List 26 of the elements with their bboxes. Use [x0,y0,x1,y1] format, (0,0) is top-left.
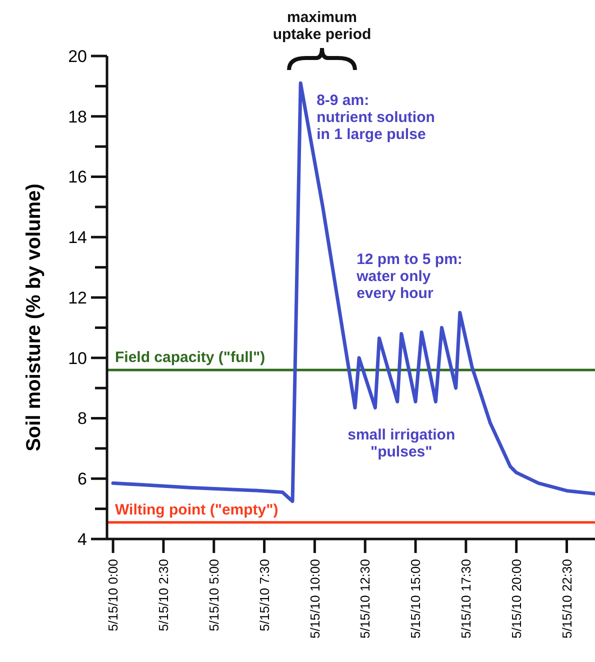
y-tick-label: 14 [68,228,87,248]
x-tick-label: 5/15/10 20:00 [508,559,524,639]
text: maximum uptake period [272,9,372,43]
y-tick-label: 12 [68,288,87,308]
x-tick-label: 5/15/10 15:00 [408,559,424,639]
y-tick-label: 16 [68,168,87,187]
x-tick-label: 5/15/10 2:30 [156,559,172,632]
x-tick-label: 5/15/10 5:00 [206,559,222,632]
x-tick-label: 5/15/10 0:00 [106,559,121,632]
x-tick-label: 5/15/10 7:30 [256,559,272,632]
x-tick-label: 5/15/10 12:30 [358,559,373,639]
ref-line-label: Wilting point ("empty") [115,501,278,518]
x-tick-label: 5/15/10 17:30 [458,559,474,639]
annotation: small irrigation "pulses" [348,426,456,460]
x-tick-label: 5/15/10 22:30 [559,559,574,639]
ref-line-label: Field capacity ("full") [115,348,266,366]
y-tick-label: 20 [68,46,87,66]
y-axis-title: Soil moisture (% by volume) [23,184,45,452]
y-tick-label: 4 [78,530,87,549]
y-tick-label: 8 [78,409,87,428]
y-tick-label: 18 [68,107,87,126]
y-tick-label: 6 [78,470,87,489]
annotation: 12 pm to 5 pm: water only every hour [356,251,462,302]
annotation: 8-9 am: nutrient solution in 1 large pulse [316,92,435,143]
y-tick-label: 10 [68,348,87,368]
x-tick-label: 5/15/10 10:00 [307,559,322,639]
